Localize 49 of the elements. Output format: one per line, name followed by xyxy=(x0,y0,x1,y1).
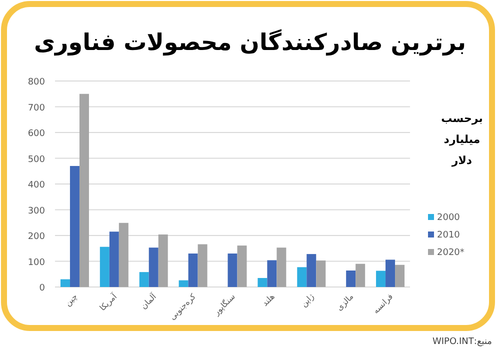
bar xyxy=(198,244,208,287)
bar xyxy=(118,222,128,287)
text: منبع:WIPO.INT xyxy=(432,337,492,347)
bar xyxy=(297,267,307,287)
bar xyxy=(356,264,366,287)
bar xyxy=(148,248,158,287)
x-tick-label: آمریکا xyxy=(97,290,120,313)
bar xyxy=(70,166,80,287)
x-tick-label: آلمان xyxy=(138,290,159,311)
bar xyxy=(100,246,110,287)
x-tick-label: کره‌جنوبی xyxy=(168,292,198,322)
bar xyxy=(258,278,268,287)
bar xyxy=(109,232,119,287)
y-tick-label: 300 xyxy=(28,206,46,216)
bar xyxy=(79,94,89,287)
bar xyxy=(346,270,356,287)
x-tick-label: مالزی xyxy=(334,292,356,312)
legend-label: 2000 xyxy=(437,213,460,223)
bar xyxy=(267,260,277,287)
bar xyxy=(395,264,405,287)
bar xyxy=(376,270,386,287)
x-tick-label: فرانسه xyxy=(371,292,395,316)
bar xyxy=(139,272,149,287)
y-tick-label: 400 xyxy=(28,180,46,190)
bar xyxy=(306,254,316,287)
y-tick-label: 100 xyxy=(28,258,46,268)
bar xyxy=(386,260,396,287)
bar xyxy=(316,260,326,287)
x-tick-label: چین xyxy=(63,292,80,308)
x-tick-label: هلند xyxy=(260,292,276,308)
y-tick-label: 0 xyxy=(39,284,46,294)
legend-label: 2010 xyxy=(437,230,460,240)
bar xyxy=(158,234,168,287)
bar xyxy=(178,280,188,287)
y-tick-label: 500 xyxy=(28,154,46,165)
x-tick-label: ژاپن xyxy=(299,292,316,309)
bar xyxy=(228,254,238,287)
bar xyxy=(60,279,70,287)
y-tick-label: 600 xyxy=(28,129,46,139)
bar xyxy=(276,248,286,287)
bar xyxy=(237,246,247,287)
x-tick-label: سنگاپور xyxy=(210,291,238,318)
legend-title: برحسب میلیارد دلار xyxy=(441,112,483,167)
y-tick-label: 700 xyxy=(28,103,46,114)
bar xyxy=(188,254,198,287)
legend-label: 2020* xyxy=(437,248,465,258)
chart-title: برترین صادرکنندگان محصولات فناوری xyxy=(34,29,466,56)
y-tick-label: 200 xyxy=(28,232,46,242)
y-tick-label: 800 xyxy=(28,78,46,88)
